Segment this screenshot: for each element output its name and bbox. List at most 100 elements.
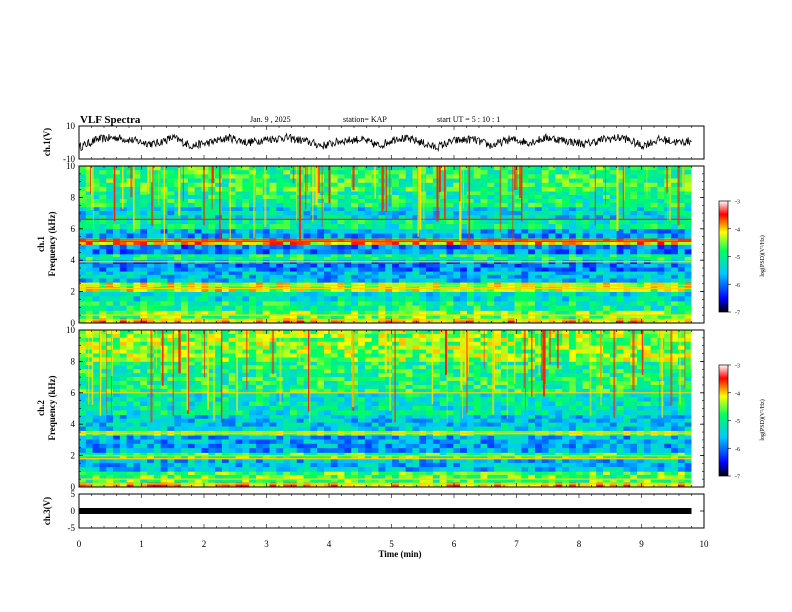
- spectrogram-cell: [228, 291, 236, 297]
- spectrogram-cell: [677, 195, 686, 200]
- spectrogram-cell: [534, 478, 543, 483]
- spectrogram-cell: [637, 191, 645, 196]
- spectrogram-cell: [194, 318, 202, 324]
- spectrogram-cell: [548, 314, 556, 319]
- spectrogram-cell: [657, 455, 665, 460]
- spectrogram-cell: [412, 170, 420, 175]
- spectrogram-cell: [283, 267, 291, 272]
- spectrogram-cell: [113, 228, 121, 234]
- spectrogram-cell: [446, 202, 454, 208]
- spectrogram-cell: [589, 186, 597, 192]
- spectrogram-cell: [466, 452, 475, 456]
- spectrogram-cell: [534, 278, 543, 283]
- spectrogram-cell: [242, 443, 250, 449]
- spectrogram-cell: [228, 455, 236, 460]
- spectrogram-cell: [242, 296, 250, 302]
- spectrogram-cell: [473, 467, 481, 472]
- spectrogram-cell: [548, 211, 556, 216]
- spectrogram-cell: [303, 291, 311, 297]
- spectrogram-cell: [548, 301, 556, 307]
- spectrogram-cell: [364, 286, 373, 292]
- spectrogram-cell: [664, 310, 672, 315]
- spectrogram-cell: [296, 244, 304, 250]
- spectrogram-cell: [289, 291, 298, 297]
- spectrogram-cell: [603, 301, 611, 307]
- spectrogram-cell: [378, 291, 386, 297]
- spectrogram-cell: [167, 202, 175, 208]
- spectrogram-cell: [296, 482, 304, 488]
- spectrogram-cell: [249, 318, 257, 324]
- spectrogram-cell: [228, 202, 236, 208]
- spectrogram-cell: [582, 301, 590, 307]
- spectrogram-cell: [378, 301, 386, 307]
- spectrogram-cell: [555, 467, 563, 472]
- spectrogram-cell: [364, 274, 373, 279]
- spectrogram-cell: [242, 271, 250, 276]
- spectrogram-cell: [589, 443, 597, 449]
- spectrogram-cell: [664, 257, 672, 261]
- spectrogram-streak: [317, 166, 320, 193]
- spectrogram-cell: [569, 310, 577, 315]
- spectrogram-cell: [398, 467, 407, 472]
- spectrogram-cell: [677, 215, 686, 220]
- spectrogram-cell: [269, 286, 277, 292]
- spectrogram-cell: [371, 318, 379, 324]
- spectrogram-cell: [358, 271, 366, 276]
- spectrogram-cell: [174, 318, 182, 324]
- spectrogram-cell: [521, 267, 529, 272]
- spectrogram-cell: [283, 263, 291, 268]
- spectrogram-cell: [677, 455, 686, 460]
- spectrogram-cell: [344, 455, 352, 460]
- spectrogram-cell: [426, 296, 434, 302]
- colorbar-tick-label: -3: [735, 200, 740, 206]
- spectrogram-cell: [494, 482, 502, 488]
- spectrogram-cell: [221, 301, 230, 307]
- spectrogram-cell: [289, 215, 298, 220]
- spectrogram-streak: [622, 166, 625, 220]
- spectrogram-cell: [283, 257, 291, 261]
- spectrogram-cell: [562, 443, 570, 449]
- spectrogram-cell: [494, 241, 502, 245]
- spectrogram-cell: [181, 286, 189, 292]
- spectrogram-cell: [358, 170, 366, 175]
- spectrogram-cell: [221, 443, 230, 449]
- spectrogram-cell: [358, 166, 366, 171]
- spectrogram-cell: [153, 202, 162, 208]
- spectrogram-cell: [630, 482, 638, 488]
- ch1-frequency-ylabel: Frequency (kHz): [47, 211, 57, 276]
- spectrogram-cell: [480, 174, 488, 179]
- spectrogram-cell: [596, 224, 604, 230]
- spectrogram-cell: [194, 296, 202, 302]
- spectrogram-cell: [92, 267, 100, 272]
- spectrogram-cell: [398, 219, 407, 225]
- spectrogram-cell: [364, 310, 373, 315]
- spectrogram-cell: [126, 244, 134, 250]
- spectrogram-cell: [385, 458, 393, 464]
- spectrogram-cell: [671, 241, 679, 245]
- spectrogram-cell: [99, 467, 107, 472]
- spectrogram-cell: [494, 286, 502, 292]
- spectrogram-cell: [215, 174, 223, 179]
- spectrogram-cell: [174, 178, 182, 184]
- spectrogram-cell: [392, 448, 400, 453]
- spectrogram-cell: [582, 482, 590, 488]
- spectrogram-cell: [589, 257, 597, 261]
- spectrogram-cell: [242, 452, 250, 456]
- spectrogram-cell: [113, 219, 121, 225]
- spectrogram-cell: [215, 249, 223, 255]
- spectrogram-cell: [650, 263, 658, 268]
- spectrogram-cell: [664, 318, 672, 324]
- spectrogram-cell: [684, 244, 692, 250]
- spectrogram-cell: [194, 211, 202, 216]
- spectrogram-cell: [133, 182, 141, 188]
- spectrogram-cell: [596, 305, 604, 311]
- spectrogram-cell: [147, 471, 155, 476]
- spectrogram-cell: [392, 215, 400, 220]
- spectrogram-cell: [378, 296, 386, 302]
- spectrogram-cell: [664, 467, 672, 472]
- spectrogram-cell: [487, 301, 495, 307]
- spectrogram-cell: [419, 471, 427, 476]
- spectrogram-cell: [548, 310, 556, 315]
- spectrogram-cell: [405, 448, 413, 453]
- spectrogram-cell: [249, 291, 257, 297]
